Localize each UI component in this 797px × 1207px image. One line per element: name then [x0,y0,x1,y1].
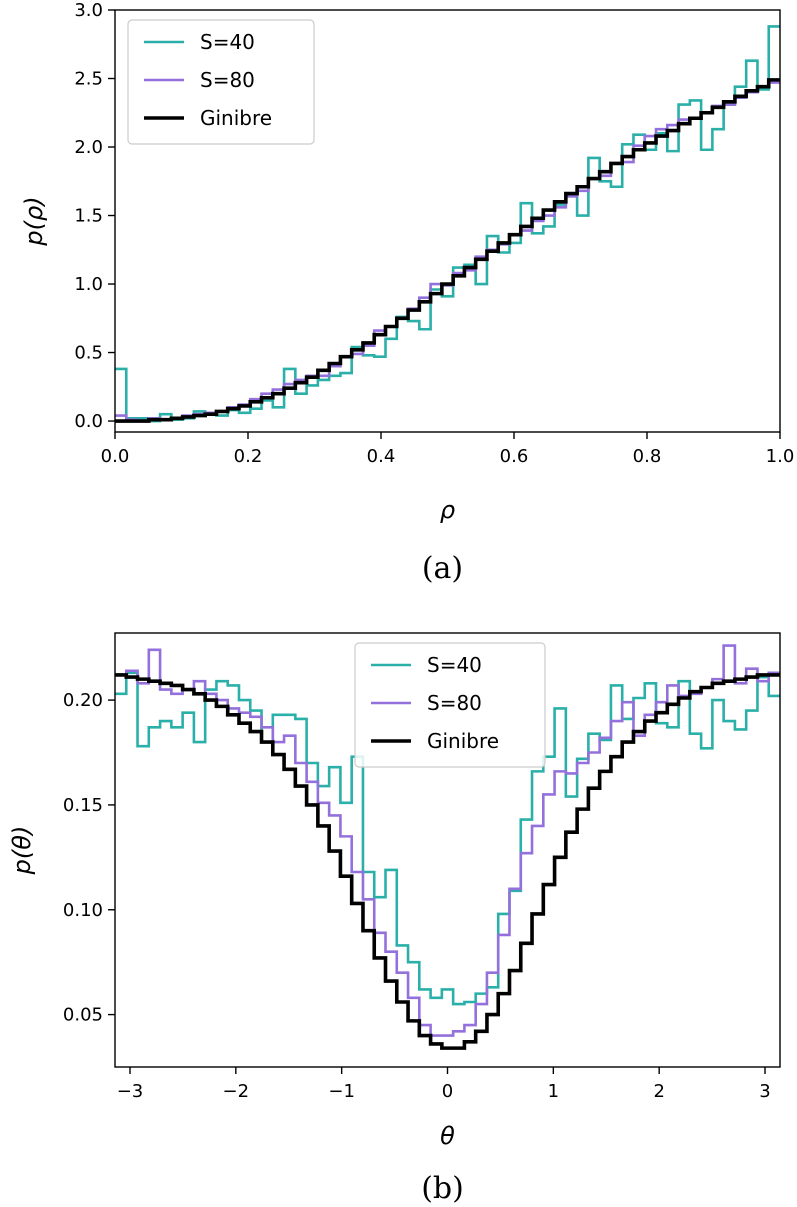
chart1-axes-frame [114,9,781,433]
chart1: 0.0 0.2 0.4 0.6 0.8 1.0 0.0 0.5 1.0 1.5 2.0 2.5 3.0 ρ… [20,0,794,586]
chart1-caption: (a) [422,551,463,586]
chart1-ytick-label: 0.5 [74,343,103,364]
chart2-ytick-label: 0.05 [63,1005,103,1026]
chart2-xtick-label: 1 [548,1081,559,1102]
chart2-legend-box [354,642,546,768]
chart1-legend-box [127,19,315,145]
chart1-xtick-label: 0.2 [234,446,263,467]
chart1-ytick-label: 2.0 [74,137,103,158]
chart1-ytick-label: 1.0 [74,274,103,295]
chart2-legend-label: S=40 [427,653,482,677]
chart1-y-axis-label: p(ρ) [20,196,48,246]
chart1-legend-label: S=80 [200,68,255,92]
chart1-legend-label: Ginibre [200,106,272,130]
chart2-xtick-label: −3 [117,1081,144,1102]
chart1-xtick-label: 0.0 [101,446,130,467]
chart1-ytick-label: 1.5 [74,206,103,227]
chart1-x-axis-label: ρ [440,496,455,524]
chart2: −3 −2 −1 0 1 2 30.050.100.150.20θp(θ)(b)S=40S=… [8,632,781,1206]
chart2-series-s40 [115,671,780,1006]
chart2-ytick-label: 0.20 [63,690,103,711]
chart2-ytick-label: 0.15 [63,795,103,816]
chart1-legend: S=40 S=80 Ginibre [127,19,315,145]
chart2-legend: S=40 S=80 Ginibre [354,642,546,768]
chart2-xtick-label: −1 [328,1081,355,1102]
chart2-xtick-label: −2 [223,1081,250,1102]
chart2-series-ginibre [115,673,780,1050]
chart1-xtick-label: 0.6 [500,446,529,467]
chart2-legend-label: Ginibre [427,729,499,753]
chart2-ytick-label: 0.10 [63,900,103,921]
chart2-xtick-label: 3 [759,1081,770,1102]
chart2-legend-label: S=80 [427,691,482,715]
chart1-series-ginibre [115,78,780,423]
chart1-legend-label: S=40 [200,30,255,54]
chart1-ytick-label: 2.5 [74,69,103,90]
chart1-xtick-label: 1.0 [766,446,795,467]
chart1-ytick-label: 0.0 [74,411,103,432]
chart2-xtick-label: 2 [653,1081,664,1102]
chart2-x-axis-label: θ [440,1122,455,1150]
chart2-y-axis-label: p(θ) [8,826,36,876]
chart2-series-s80 [115,644,780,1037]
chart1-xtick-label: 0.8 [633,446,662,467]
chart1-ytick-label: 3.0 [74,0,103,21]
chart1-xtick-label: 0.4 [367,446,396,467]
chart2-caption: (b) [421,1171,464,1206]
chart2-xtick-label: 0 [442,1081,453,1102]
